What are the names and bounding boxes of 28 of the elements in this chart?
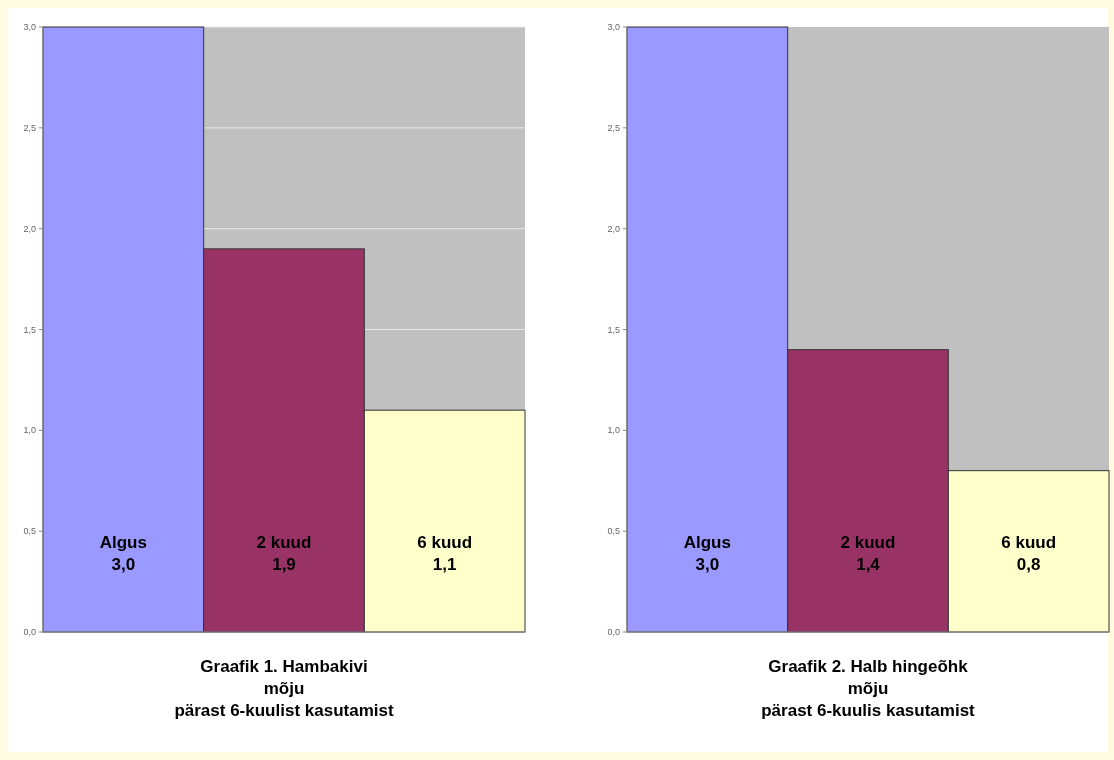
x-tick-label: Algus (99, 533, 147, 552)
y-tick-label: 1,5 (607, 324, 620, 335)
y-tick-label: 0,5 (23, 526, 36, 537)
x-tick-label: Algus (683, 533, 731, 552)
data-label: 1,1 (432, 555, 457, 574)
y-tick-label: 2,5 (607, 122, 620, 133)
y-tick-label: 1,0 (607, 425, 620, 436)
data-label: 1,9 (272, 555, 296, 574)
y-tick-label: 1,0 (23, 425, 36, 436)
y-tick-label: 2,5 (23, 122, 36, 133)
y-tick-label: 3,0 (23, 22, 36, 33)
y-tick-label: 3,0 (607, 22, 620, 33)
y-tick-label: 0,0 (607, 627, 620, 638)
data-label: 0,8 (1016, 555, 1041, 574)
data-label: 3,0 (111, 555, 136, 574)
text: Graafik 2. Halb hingeõhk mõju pärast 6-kuulis kasutamist (761, 657, 976, 720)
text: Graafik 1. Hambakivi mõju pärast 6-kuulist kasutamist (174, 657, 394, 720)
data-label: 3,0 (695, 555, 720, 574)
x-tick-label: 2 kuud (256, 533, 312, 552)
y-tick-label: 0,0 (23, 627, 36, 638)
y-tick-label: 1,5 (23, 324, 36, 335)
y-tick-label: 2,0 (23, 223, 36, 234)
y-tick-label: 2,0 (607, 223, 620, 234)
data-label: 1,4 (856, 555, 881, 574)
y-tick-label: 0,5 (607, 526, 620, 537)
x-tick-label: 6 kuud (1001, 533, 1057, 552)
x-tick-label: 6 kuud (417, 533, 473, 552)
x-tick-label: 2 kuud (840, 533, 896, 552)
